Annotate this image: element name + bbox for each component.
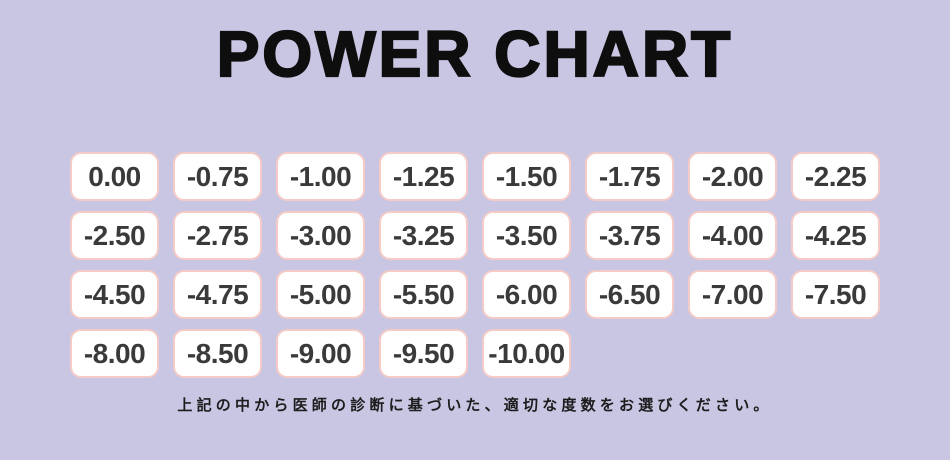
power-cell[interactable]: -5.00 <box>276 270 365 319</box>
power-cell[interactable]: -10.00 <box>482 329 571 378</box>
power-cell[interactable]: -3.00 <box>276 211 365 260</box>
power-cell[interactable]: -3.50 <box>482 211 571 260</box>
power-cell[interactable]: -9.00 <box>276 329 365 378</box>
power-cell[interactable]: -3.75 <box>585 211 674 260</box>
power-cell[interactable]: -4.25 <box>791 211 880 260</box>
power-cell[interactable]: 0.00 <box>70 152 159 201</box>
page-title: POWER CHART <box>216 18 734 90</box>
power-cell[interactable]: -4.50 <box>70 270 159 319</box>
power-cell[interactable]: -1.50 <box>482 152 571 201</box>
power-cell[interactable]: -3.25 <box>379 211 468 260</box>
power-cell[interactable]: -8.00 <box>70 329 159 378</box>
power-cell[interactable]: -1.75 <box>585 152 674 201</box>
power-cell[interactable]: -2.50 <box>70 211 159 260</box>
power-cell[interactable]: -0.75 <box>173 152 262 201</box>
power-cell[interactable]: -7.00 <box>688 270 777 319</box>
power-chart-page: POWER CHART 0.00 -0.75 -1.00 -1.25 -1.50 -1.7… <box>0 18 950 460</box>
power-cell[interactable]: -5.50 <box>379 270 468 319</box>
power-cell[interactable]: -4.75 <box>173 270 262 319</box>
power-cell[interactable]: -2.25 <box>791 152 880 201</box>
power-cell[interactable]: -6.50 <box>585 270 674 319</box>
power-grid: 0.00 -0.75 -1.00 -1.25 -1.50 -1.75 -2.00 -2.25-… <box>70 152 880 378</box>
power-cell[interactable]: -7.50 <box>791 270 880 319</box>
power-cell[interactable]: -1.00 <box>276 152 365 201</box>
power-cell[interactable]: -8.50 <box>173 329 262 378</box>
power-cell[interactable]: -4.00 <box>688 211 777 260</box>
power-cell[interactable]: -2.00 <box>688 152 777 201</box>
power-cell[interactable]: -9.50 <box>379 329 468 378</box>
power-cell[interactable]: -1.25 <box>379 152 468 201</box>
power-cell[interactable]: -6.00 <box>482 270 571 319</box>
instruction-caption: 上記の中から医師の診断に基づいた、適切な度数をお選びください。 <box>177 397 773 414</box>
power-cell[interactable]: -2.75 <box>173 211 262 260</box>
